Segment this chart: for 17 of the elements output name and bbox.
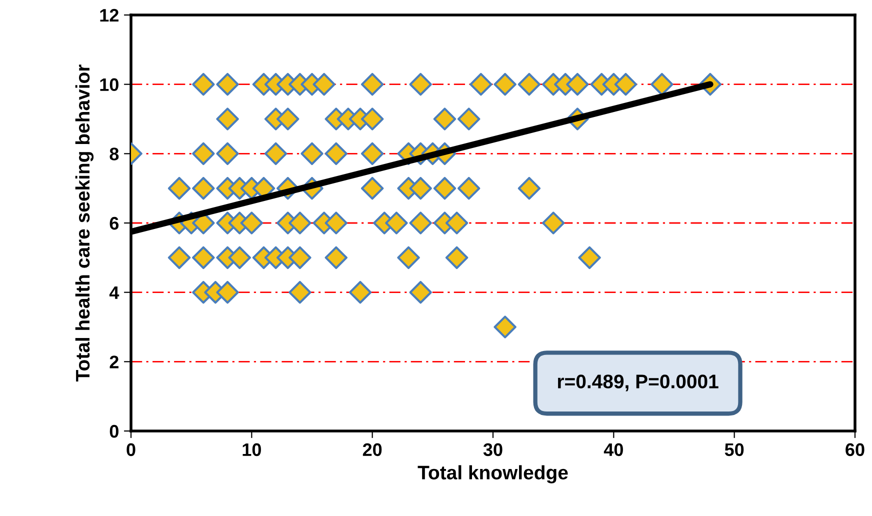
y-axis-title: Total health care seeking behavior	[75, 64, 94, 382]
x-tick-label: 30	[483, 443, 502, 456]
x-tick-label: 40	[604, 443, 623, 456]
annotation: r=0.489, P=0.0001	[558, 374, 718, 392]
x-tick-label: 20	[362, 443, 382, 456]
y-tick-label: 10	[100, 78, 118, 92]
y-tick-label: 2	[110, 356, 118, 368]
x-tick-label: 50	[724, 443, 744, 456]
y-tick-label: 6	[110, 216, 119, 230]
x-tick-label: 10	[242, 443, 261, 456]
x-tick-label: 60	[846, 443, 864, 456]
y-tick-label: 8	[110, 148, 119, 160]
y-tick-label: 4	[109, 286, 120, 299]
x-axis-title: Total knowledge	[418, 465, 568, 484]
y-tick-label: 12	[100, 8, 118, 22]
x-tick-label: 0	[126, 443, 136, 456]
y-tick-label: 0	[110, 424, 118, 438]
